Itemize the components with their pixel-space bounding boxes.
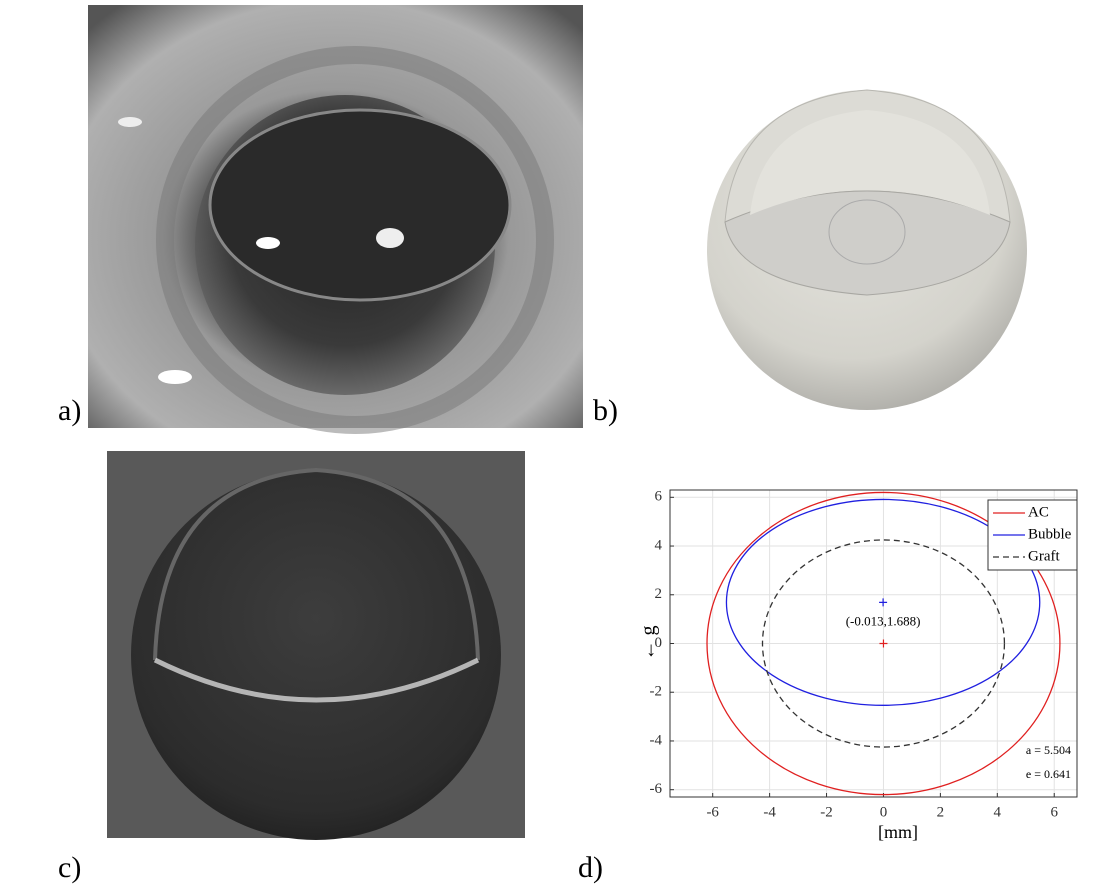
panel-label: c) bbox=[58, 851, 81, 884]
annotation: e = 0.641 bbox=[1026, 767, 1071, 781]
x-tick-label: 4 bbox=[994, 804, 1002, 820]
x-axis-label: [mm] bbox=[878, 822, 918, 842]
figure: a) b) c) d) -6-4-20246-6-4-20246(-0.013,… bbox=[0, 0, 1107, 890]
y-tick-label: -6 bbox=[650, 781, 663, 797]
x-tick-label: -6 bbox=[706, 804, 719, 820]
y-axis-label: ← g bbox=[638, 626, 660, 661]
panel-label: d) bbox=[578, 851, 603, 884]
legend-label: AC bbox=[1028, 504, 1049, 520]
x-tick-label: -4 bbox=[763, 804, 776, 820]
panel-label: b) bbox=[593, 394, 618, 427]
x-tick-label: 6 bbox=[1050, 804, 1058, 820]
y-tick-label: 4 bbox=[655, 537, 663, 553]
y-tick-label: 6 bbox=[655, 489, 663, 505]
y-tick-label: -4 bbox=[650, 732, 663, 748]
annotation: a = 5.504 bbox=[1026, 743, 1071, 757]
x-tick-label: -2 bbox=[820, 804, 833, 820]
legend-label: Graft bbox=[1028, 548, 1060, 564]
eye-photo bbox=[88, 5, 583, 428]
legend-label: Bubble bbox=[1028, 526, 1072, 542]
annotation: (-0.013,1.688) bbox=[846, 613, 921, 628]
panel-label: a) bbox=[58, 394, 81, 427]
x-tick-label: 0 bbox=[880, 804, 888, 820]
sphere-shading bbox=[107, 451, 525, 840]
sphere-render bbox=[707, 90, 1027, 410]
y-tick-label: 2 bbox=[655, 586, 663, 602]
y-tick-label: -2 bbox=[650, 684, 663, 700]
x-tick-label: 2 bbox=[937, 804, 945, 820]
